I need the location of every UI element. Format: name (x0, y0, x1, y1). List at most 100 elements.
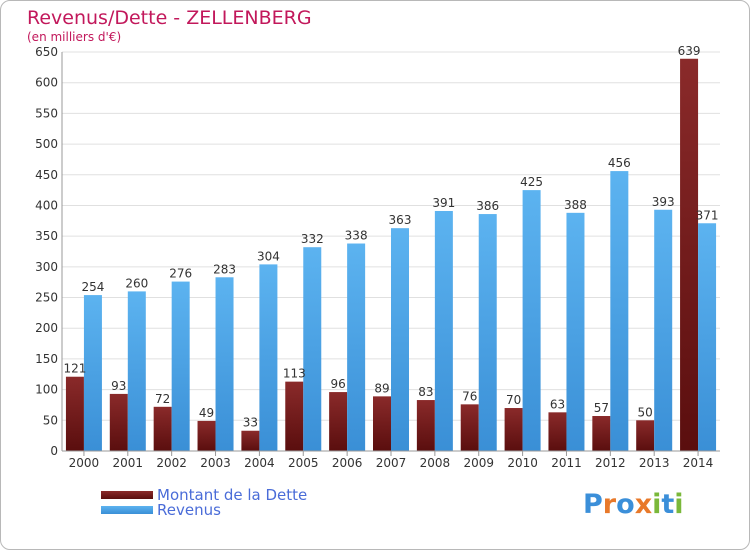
logo-letter: i (652, 489, 662, 520)
revenue-bar (698, 223, 717, 451)
debt-bar (109, 393, 128, 451)
y-tick-label: 0 (50, 444, 58, 458)
debt-value-label: 76 (462, 389, 477, 403)
debt-value-label: 113 (283, 367, 306, 381)
revenue-bar (347, 243, 366, 451)
chart-subtitle: (en milliers d'€) (27, 30, 121, 44)
debt-value-label: 639 (678, 44, 701, 58)
logo-letter: P (583, 489, 603, 520)
logo-letter: i (674, 489, 684, 520)
x-tick-label: 2010 (507, 456, 538, 470)
x-tick-label: 2009 (463, 456, 494, 470)
debt-value-label: 33 (243, 416, 258, 430)
revenue-bar (171, 281, 190, 451)
legend-item-revenue: Revenus (101, 501, 221, 519)
y-tick-label: 600 (35, 76, 58, 90)
logo-letter: o (616, 489, 635, 520)
debt-value-label: 49 (199, 406, 214, 420)
revenue-value-label: 456 (608, 156, 631, 170)
chart-title: Revenus/Dette - ZELLENBERG (27, 7, 312, 29)
debt-bar (285, 381, 304, 451)
y-tick-label: 250 (35, 291, 58, 305)
revenue-value-label: 371 (696, 208, 719, 222)
revenue-bar (259, 264, 278, 451)
revenue-bar (566, 212, 585, 451)
revenue-value-label: 332 (301, 232, 324, 246)
logo-letter: t (661, 489, 675, 520)
x-tick-label: 2011 (551, 456, 582, 470)
x-tick-label: 2004 (244, 456, 275, 470)
revenue-value-label: 363 (389, 213, 412, 227)
debt-bar (153, 406, 172, 451)
x-tick-label: 2007 (376, 456, 407, 470)
y-tick-label: 650 (35, 45, 58, 59)
y-tick-label: 300 (35, 260, 58, 274)
debt-value-label: 89 (374, 381, 389, 395)
revenue-bar (127, 291, 146, 451)
x-tick-label: 2008 (420, 456, 451, 470)
revenue-bar (303, 247, 322, 451)
debt-bar (504, 408, 523, 451)
revenue-value-label: 260 (125, 276, 148, 290)
x-tick-label: 2000 (69, 456, 100, 470)
x-tick-label: 2001 (113, 456, 144, 470)
logo-letter: x (634, 489, 653, 520)
debt-bar (329, 392, 348, 451)
revenue-bar (522, 190, 541, 451)
revenue-bar (434, 210, 453, 451)
debt-value-label: 121 (63, 362, 86, 376)
revenue-value-label: 391 (432, 196, 455, 210)
debt-value-label: 57 (594, 401, 609, 415)
y-tick-label: 550 (35, 106, 58, 120)
debt-bar (548, 412, 567, 451)
debt-bar (373, 396, 391, 451)
legend-item-debt: Montant de la Dette (101, 486, 307, 504)
x-tick-label: 2012 (595, 456, 626, 470)
y-tick-label: 400 (35, 198, 58, 212)
labels-layer: 121 254 93 260 72 276 49 283 33 304 113 332 96 338 89 3… (63, 44, 718, 430)
revenue-bar (654, 209, 673, 451)
bars-layer (65, 58, 717, 451)
revenue-bar (478, 214, 497, 451)
y-tick-label: 100 (35, 383, 58, 397)
revenue-value-label: 283 (213, 262, 236, 276)
debt-value-label: 72 (155, 392, 170, 406)
debt-value-label: 96 (330, 377, 345, 391)
x-tick-label: 2006 (332, 456, 363, 470)
revenue-value-label: 254 (81, 280, 104, 294)
x-tick-label: 2014 (683, 456, 714, 470)
revenue-value-label: 386 (476, 199, 499, 213)
revenue-bar (83, 295, 102, 451)
y-tick-label: 50 (43, 413, 58, 427)
revenue-bar (215, 277, 234, 451)
revenue-value-label: 393 (652, 195, 675, 209)
debt-bar (416, 400, 435, 451)
debt-bar (241, 430, 260, 451)
debt-bar (460, 404, 479, 451)
chart-legend: Montant de la Dette Revenus (101, 486, 401, 521)
legend-swatch-debt (101, 491, 153, 499)
logo-letter: r (602, 489, 617, 520)
proxiti-logo: Proxiti (583, 489, 684, 520)
y-tick-label: 450 (35, 168, 58, 182)
legend-label-revenue: Revenus (157, 501, 221, 519)
x-tick-label: 2002 (156, 456, 187, 470)
debt-bar (592, 416, 611, 451)
revenue-bar (610, 171, 629, 451)
legend-swatch-revenue (101, 506, 153, 514)
debt-value-label: 50 (638, 405, 653, 419)
revenue-value-label: 304 (257, 249, 280, 263)
y-tick-label: 500 (35, 137, 58, 151)
debt-bar (680, 58, 699, 451)
debt-value-label: 70 (506, 393, 521, 407)
debt-value-label: 83 (418, 385, 433, 399)
revenue-value-label: 388 (564, 198, 587, 212)
x-tick-label: 2013 (639, 456, 670, 470)
revenue-bar (391, 228, 409, 451)
debt-bar (65, 376, 84, 451)
y-tick-label: 200 (35, 321, 58, 335)
revenue-value-label: 425 (520, 175, 543, 189)
revenue-value-label: 338 (345, 229, 368, 243)
